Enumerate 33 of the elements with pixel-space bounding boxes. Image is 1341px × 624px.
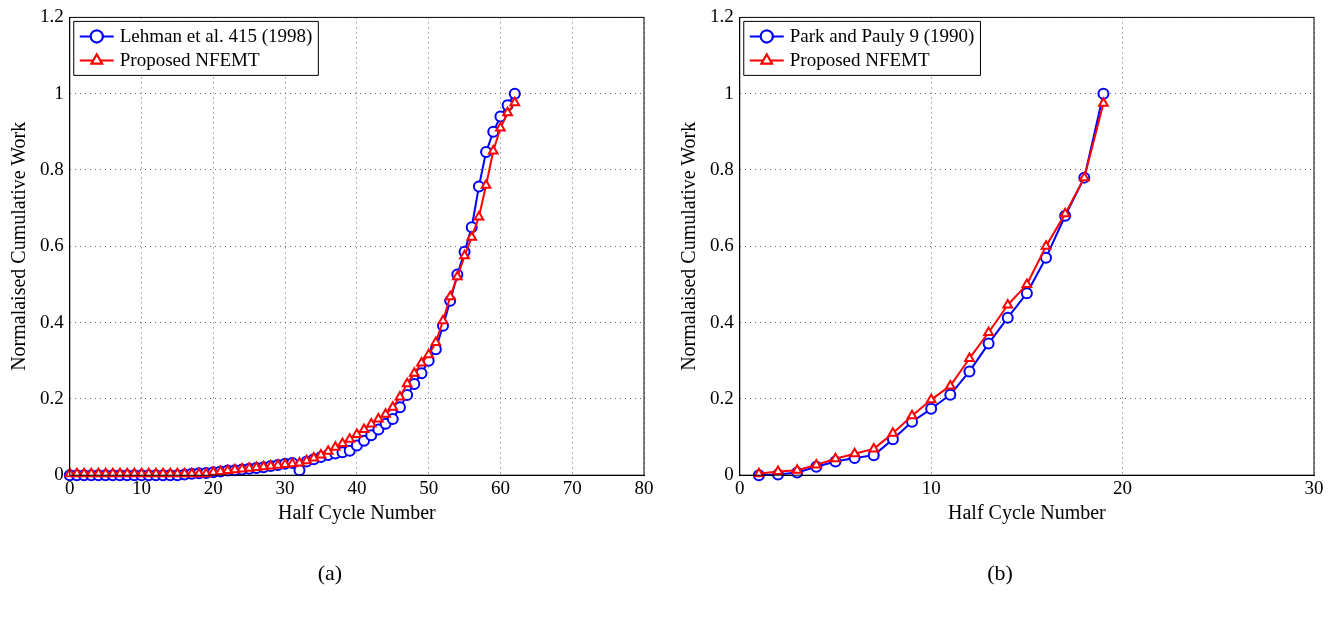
y-tick-label: 1 <box>724 81 734 103</box>
x-tick-label: 40 <box>347 476 367 498</box>
legend-label: Lehman et al. 415 (1998) <box>119 25 313 48</box>
x-axis-title: Half Cycle Number <box>948 501 1107 525</box>
y-axis-title: Normalaised Cumulative Work <box>677 121 700 371</box>
y-axis-title: Normalaised Cumulative Work <box>7 121 30 371</box>
y-tick-label: 1.2 <box>710 5 734 27</box>
y-tick-label: 0.2 <box>710 386 734 408</box>
y-tick-label: 0.4 <box>710 310 735 332</box>
y-tick-label: 0.4 <box>40 310 65 332</box>
y-tick-label: 0.6 <box>710 234 734 256</box>
y-tick-label: 0.2 <box>40 386 64 408</box>
x-tick-label: 60 <box>490 476 510 498</box>
y-tick-label: 1.2 <box>40 5 64 27</box>
x-tick-label: 30 <box>1304 476 1324 498</box>
legend-label: Proposed NFEMT <box>789 49 931 71</box>
text: (b) <box>986 560 1014 586</box>
x-tick-label: 50 <box>419 476 439 498</box>
x-tick-label: 20 <box>203 476 223 498</box>
y-tick-label: 0.6 <box>40 234 64 256</box>
x-tick-label: 80 <box>634 476 654 498</box>
y-tick-label: 1 <box>54 81 64 103</box>
legend-label: Proposed NFEMT <box>119 49 261 71</box>
x-axis-title: Half Cycle Number <box>278 501 437 525</box>
x-tick-label: 10 <box>921 476 941 498</box>
x-tick-label: 10 <box>132 476 152 498</box>
text: (a) <box>316 560 344 586</box>
y-tick-label: 0.8 <box>40 157 64 179</box>
x-tick-label: 70 <box>562 476 582 498</box>
x-tick-label: 20 <box>1113 476 1133 498</box>
y-tick-label: 0.8 <box>710 157 734 179</box>
legend-label: Park and Pauly 9 (1990) <box>789 25 975 48</box>
x-tick-label: 30 <box>275 476 295 498</box>
